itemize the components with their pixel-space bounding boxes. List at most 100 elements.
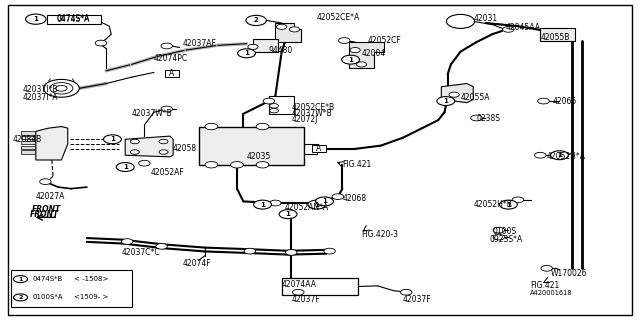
Text: 42055B: 42055B — [540, 33, 570, 42]
Circle shape — [493, 227, 504, 233]
Circle shape — [269, 104, 278, 108]
Text: 42072J: 42072J — [291, 115, 317, 124]
Text: 42074PC: 42074PC — [154, 53, 188, 62]
Text: 0474S*A: 0474S*A — [57, 15, 90, 24]
Circle shape — [449, 92, 460, 97]
Bar — [47, 15, 101, 24]
Text: 42037W*B: 42037W*B — [291, 109, 332, 118]
Text: 42037F: 42037F — [403, 295, 431, 304]
Circle shape — [279, 210, 297, 219]
Circle shape — [13, 294, 28, 301]
Bar — [540, 28, 575, 41]
Circle shape — [131, 150, 140, 154]
Text: FIG.421: FIG.421 — [531, 281, 560, 290]
Circle shape — [40, 179, 51, 185]
Circle shape — [437, 97, 455, 106]
Text: 0923S*A: 0923S*A — [489, 235, 522, 244]
Circle shape — [447, 14, 474, 28]
Circle shape — [246, 15, 266, 26]
Text: 42045AA: 42045AA — [505, 23, 540, 32]
Circle shape — [534, 152, 546, 158]
Text: 42052CF: 42052CF — [368, 36, 402, 45]
Circle shape — [161, 43, 173, 49]
Circle shape — [493, 234, 504, 240]
Text: 1: 1 — [314, 202, 319, 208]
Text: < -1508>: < -1508> — [74, 276, 109, 282]
Bar — [282, 278, 358, 295]
Circle shape — [13, 276, 28, 283]
Text: 42027A: 42027A — [36, 192, 65, 201]
Text: A: A — [316, 144, 321, 153]
Text: 42037W*B: 42037W*B — [132, 109, 172, 118]
Text: 42068: 42068 — [342, 194, 367, 203]
Circle shape — [342, 55, 360, 64]
Text: 42052CE*B: 42052CE*B — [291, 103, 334, 112]
Circle shape — [116, 163, 134, 172]
Text: 1: 1 — [557, 152, 562, 158]
Text: W170026: W170026 — [551, 268, 588, 278]
Circle shape — [237, 49, 255, 58]
Text: 1: 1 — [444, 98, 448, 104]
Circle shape — [350, 48, 360, 52]
Text: 2: 2 — [254, 18, 259, 23]
Text: 42055A: 42055A — [461, 93, 490, 102]
Text: 0100S: 0100S — [492, 227, 516, 236]
Text: 42058: 42058 — [173, 144, 197, 153]
Circle shape — [538, 98, 549, 104]
Circle shape — [159, 139, 168, 144]
Bar — [198, 126, 304, 165]
Text: 42037AF: 42037AF — [182, 39, 216, 48]
Text: 1: 1 — [19, 276, 22, 282]
Text: 1: 1 — [33, 16, 38, 22]
Circle shape — [139, 160, 150, 166]
Polygon shape — [442, 84, 473, 103]
Text: 42074F: 42074F — [182, 259, 211, 268]
Circle shape — [269, 200, 281, 206]
Circle shape — [95, 40, 107, 46]
Text: 42037I*B: 42037I*B — [23, 85, 58, 94]
Text: 42065: 42065 — [553, 97, 577, 106]
Bar — [21, 150, 35, 154]
Circle shape — [159, 150, 168, 154]
Text: 42031: 42031 — [473, 14, 497, 23]
Circle shape — [512, 197, 524, 203]
Circle shape — [550, 151, 568, 160]
Circle shape — [161, 106, 173, 112]
Circle shape — [292, 289, 304, 295]
Circle shape — [230, 162, 243, 168]
Text: 42052AF: 42052AF — [151, 168, 184, 177]
Circle shape — [131, 139, 140, 144]
Circle shape — [285, 250, 297, 255]
Text: 1: 1 — [110, 136, 115, 142]
Bar — [21, 136, 35, 139]
Circle shape — [339, 38, 350, 44]
Circle shape — [253, 200, 271, 209]
Circle shape — [263, 98, 275, 104]
Text: 42052H*A: 42052H*A — [547, 152, 586, 161]
Text: 1: 1 — [123, 164, 127, 170]
Polygon shape — [275, 23, 301, 42]
Circle shape — [502, 27, 514, 32]
Circle shape — [122, 239, 133, 244]
Circle shape — [205, 123, 218, 130]
Text: FRONT: FRONT — [29, 210, 59, 219]
Text: 42035: 42035 — [246, 152, 271, 161]
Text: 42037F: 42037F — [291, 295, 320, 304]
Text: 0238S: 0238S — [476, 114, 500, 123]
Polygon shape — [36, 126, 68, 160]
Text: 1: 1 — [322, 198, 327, 204]
Circle shape — [401, 289, 412, 295]
Circle shape — [256, 162, 269, 168]
Text: 42037I*A: 42037I*A — [23, 93, 59, 102]
Circle shape — [50, 83, 73, 94]
Polygon shape — [125, 136, 173, 157]
Bar — [11, 270, 132, 307]
Bar — [21, 131, 35, 134]
Text: 0474S*A: 0474S*A — [57, 14, 90, 23]
Circle shape — [356, 62, 367, 67]
Circle shape — [276, 24, 287, 29]
Bar — [21, 146, 35, 149]
Text: 42052AN*A: 42052AN*A — [285, 203, 329, 212]
Text: 42052H*B: 42052H*B — [473, 200, 512, 209]
Circle shape — [244, 248, 255, 254]
